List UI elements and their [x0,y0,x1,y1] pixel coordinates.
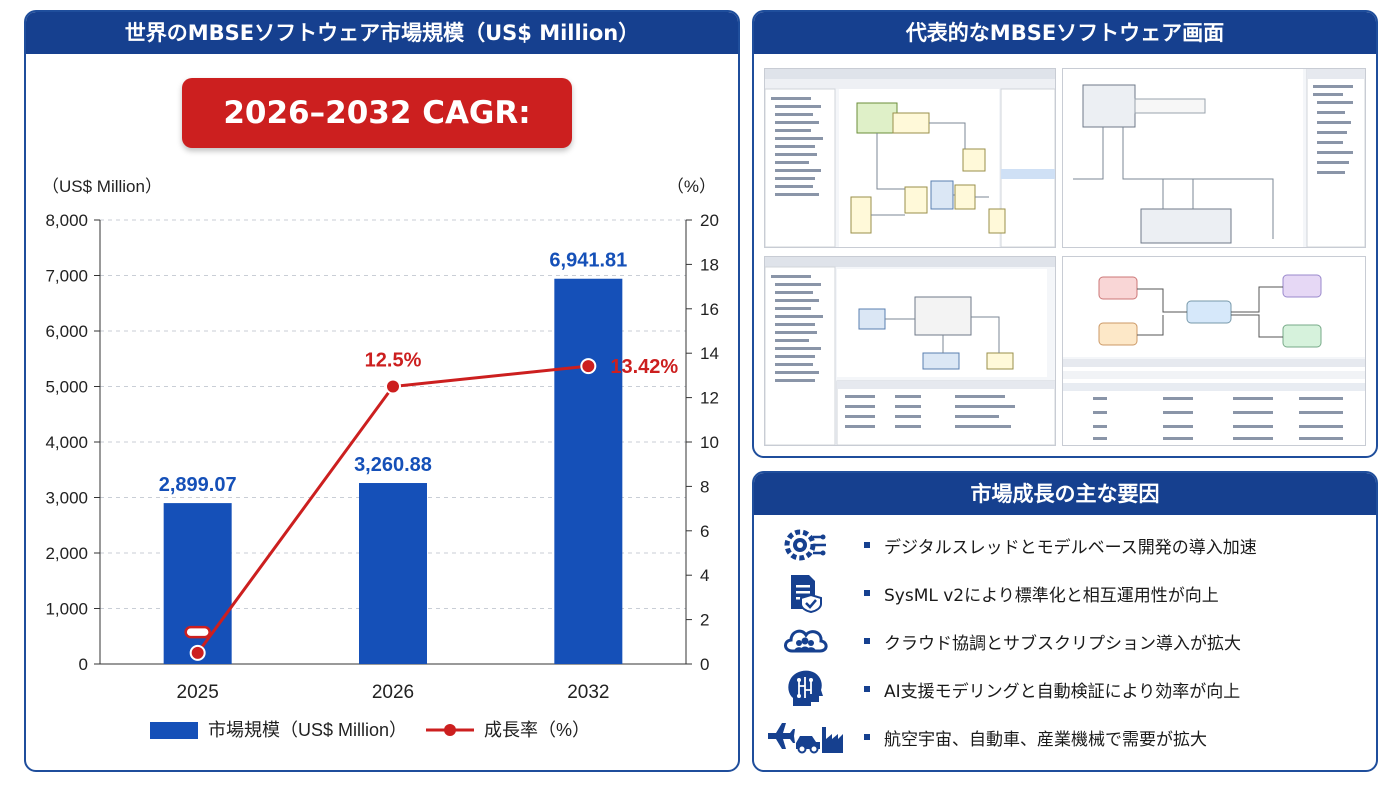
x-tick-label: 2032 [567,682,609,703]
screenshot-requirements-table [1062,256,1366,446]
y-left-tick-label: 4,000 [45,433,88,452]
y-right-tick-label: 8 [700,477,709,496]
cagr-badge: 2026–2032 CAGR: 13.42% [182,78,572,201]
market-size-title: 世界のMBSEソフトウェア市場規模（US$ Million） [26,12,738,54]
growth-factors-panel: 市場成長の主な要因 デジタルスレッドとモデルベース開発の導入加速 [752,471,1378,772]
factor-item: デジタルスレッドとモデルベース開発の導入加速 [766,523,1362,567]
bar-value-label: 6,941.81 [549,250,627,272]
growth-rate-point [385,378,401,395]
growth-rate-point [189,644,206,661]
y-right-tick-label: 4 [700,566,709,585]
y-right-tick-label: 6 [700,522,709,541]
first-point-marker [184,625,211,639]
factor-item: AI支援モデリングと自動検証により効率が向上 [766,667,1362,711]
y-left-tick-label: 3,000 [45,489,88,508]
y-right-tick-label: 2 [700,611,709,630]
screenshot-grid [764,68,1366,446]
x-tick-label: 2025 [177,682,219,703]
gear-circuit-icon [766,523,844,567]
y-left-tick-label: 6,000 [45,322,88,341]
factor-text: AI支援モデリングと自動検証により効率が向上 [884,681,1241,702]
y-right-unit: （%） [667,177,716,196]
legend-bar-label: 市場規模（US$ Million） [208,720,407,740]
factor-item: SysML v2により標準化と相互運用性が向上 [766,571,1362,615]
ai-head-icon [766,667,844,711]
screenshot-block-diagram-tool [764,68,1056,248]
factor-item: クラウド協調とサブスクリプション導入が拡大 [766,619,1362,663]
factor-text: クラウド協調とサブスクリプション導入が拡大 [884,633,1241,654]
y-right-tick-label: 20 [700,211,719,230]
y-right-tick-label: 14 [700,344,719,363]
bar-value-label: 3,260.88 [354,454,432,476]
growth-rate-point [580,358,597,375]
bar [359,483,427,664]
screenshot-model-editor [764,256,1056,446]
legend-line-label: 成長率（%） [484,720,590,740]
y-left-tick-label: 8,000 [45,211,88,230]
y-right-tick-label: 16 [700,300,719,319]
factor-text: SysML v2により標準化と相互運用性が向上 [884,585,1219,606]
legend-line-marker [444,724,456,736]
plane-car-factory-icon [766,715,844,759]
software-screens-panel: 代表的なMBSEソフトウェア画面 [752,10,1378,458]
y-left-unit: （US$ Million） [42,177,162,196]
bar [163,503,232,664]
y-left-tick-label: 5,000 [45,378,88,397]
growth-rate-label: 13.42% [610,356,678,378]
y-left-tick-label: 1,000 [45,600,88,619]
factor-text: デジタルスレッドとモデルベース開発の導入加速 [884,537,1257,558]
y-right-tick-label: 12 [700,389,719,408]
y-right-tick-label: 10 [700,433,719,452]
y-left-tick-label: 2,000 [45,544,88,563]
bar [554,278,623,664]
document-shield-icon [766,571,844,615]
y-left-tick-label: 0 [79,655,88,674]
growth-factors-title: 市場成長の主な要因 [754,473,1376,515]
bar-value-label: 2,899.07 [159,474,237,496]
factor-text: 航空宇宙、自動車、産業機械で需要が拡大 [884,729,1207,750]
x-tick-label: 2026 [372,682,414,703]
screenshot-context-diagram [1062,68,1366,248]
growth-rate-label: 12.5% [365,350,422,372]
legend-bar-swatch [150,722,198,739]
y-right-tick-label: 0 [700,655,709,674]
software-screens-title: 代表的なMBSEソフトウェア画面 [754,12,1376,54]
y-left-tick-label: 7,000 [45,267,88,286]
factor-item: 航空宇宙、自動車、産業機械で需要が拡大 [766,715,1362,759]
market-chart: 0 1,000 2,000 3,000 4,000 5,000 6,000 7,000 8,00… [42,177,719,740]
market-size-panel: 世界のMBSEソフトウェア市場規模（US$ Million） 2026–2032… [24,10,740,772]
cloud-people-icon [766,619,844,663]
y-right-tick-label: 18 [700,255,719,274]
